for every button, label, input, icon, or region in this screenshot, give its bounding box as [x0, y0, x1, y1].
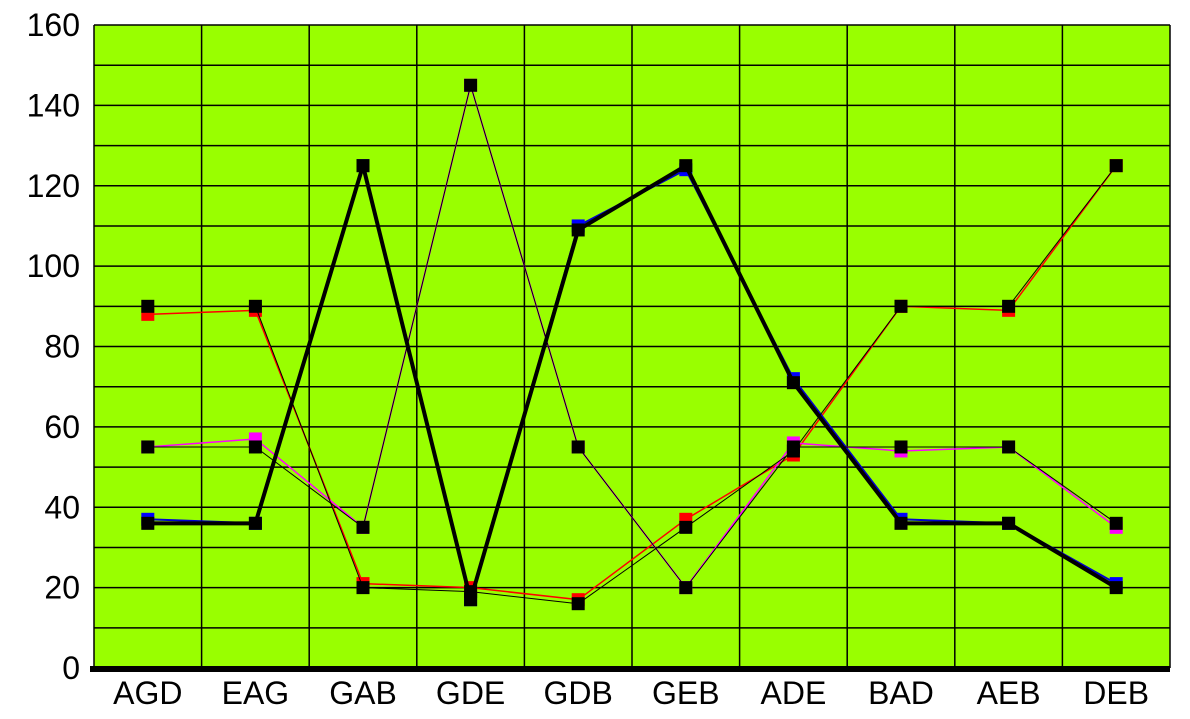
- data-point-marker: [248, 299, 262, 313]
- series-line: [147, 163, 1118, 602]
- data-point-marker: [1002, 440, 1016, 454]
- data-point-marker: [141, 299, 155, 313]
- data-point-marker: [571, 440, 585, 454]
- y-tick-label: 140: [27, 87, 80, 123]
- y-tick-label: 0: [62, 650, 80, 686]
- data-point-marker: [894, 440, 908, 454]
- y-tick-label: 120: [27, 168, 80, 204]
- data-point-marker: [1002, 516, 1016, 530]
- series-layer: [141, 78, 1123, 611]
- x-tick-label: AGD: [113, 675, 182, 711]
- data-point-marker: [356, 581, 370, 595]
- data-point-marker: [571, 597, 585, 611]
- data-point-marker: [141, 516, 155, 530]
- data-point-marker: [786, 376, 800, 390]
- x-tick-label: GAB: [329, 675, 397, 711]
- x-tick-label: AEB: [977, 675, 1041, 711]
- x-tick-label: GDB: [544, 675, 613, 711]
- grid: [93, 24, 1171, 669]
- y-tick-label: 80: [44, 329, 80, 365]
- data-point-marker: [1109, 581, 1123, 595]
- data-point-marker: [1109, 516, 1123, 530]
- y-axis-ticks: 0 20 40 60 80 100 120 140 160: [27, 7, 80, 686]
- data-point-marker: [356, 159, 370, 173]
- y-tick-label: 160: [27, 7, 80, 43]
- x-tick-label: BAD: [868, 675, 934, 711]
- data-point-marker: [248, 516, 262, 530]
- data-point-marker: [894, 299, 908, 313]
- data-point-marker: [786, 440, 800, 454]
- data-point-marker: [571, 223, 585, 237]
- y-tick-label: 40: [44, 489, 80, 525]
- data-point-marker: [248, 440, 262, 454]
- data-point-marker: [679, 520, 693, 534]
- series-5: [141, 78, 1123, 595]
- data-point-marker: [894, 516, 908, 530]
- data-point-marker: [679, 159, 693, 173]
- x-tick-label: GDE: [436, 675, 505, 711]
- data-point-marker: [141, 440, 155, 454]
- data-point-marker: [464, 78, 478, 92]
- x-tick-label: GEB: [652, 675, 720, 711]
- x-tick-label: DEB: [1083, 675, 1149, 711]
- y-tick-label: 60: [44, 409, 80, 445]
- data-point-marker: [356, 520, 370, 534]
- series-line: [147, 165, 1117, 605]
- series-line: [147, 84, 1117, 589]
- x-tick-label: EAG: [222, 675, 290, 711]
- y-tick-label: 20: [44, 570, 80, 606]
- data-point-marker: [1002, 299, 1016, 313]
- data-point-marker: [679, 581, 693, 595]
- data-point-marker: [464, 593, 478, 607]
- y-tick-label: 100: [27, 248, 80, 284]
- x-axis-ticks: AGD EAG GAB GDE GDB GEB ADE BAD AEB DEB: [113, 675, 1149, 711]
- series-6: [141, 159, 1123, 607]
- data-point-marker: [1109, 159, 1123, 173]
- x-tick-label: ADE: [761, 675, 827, 711]
